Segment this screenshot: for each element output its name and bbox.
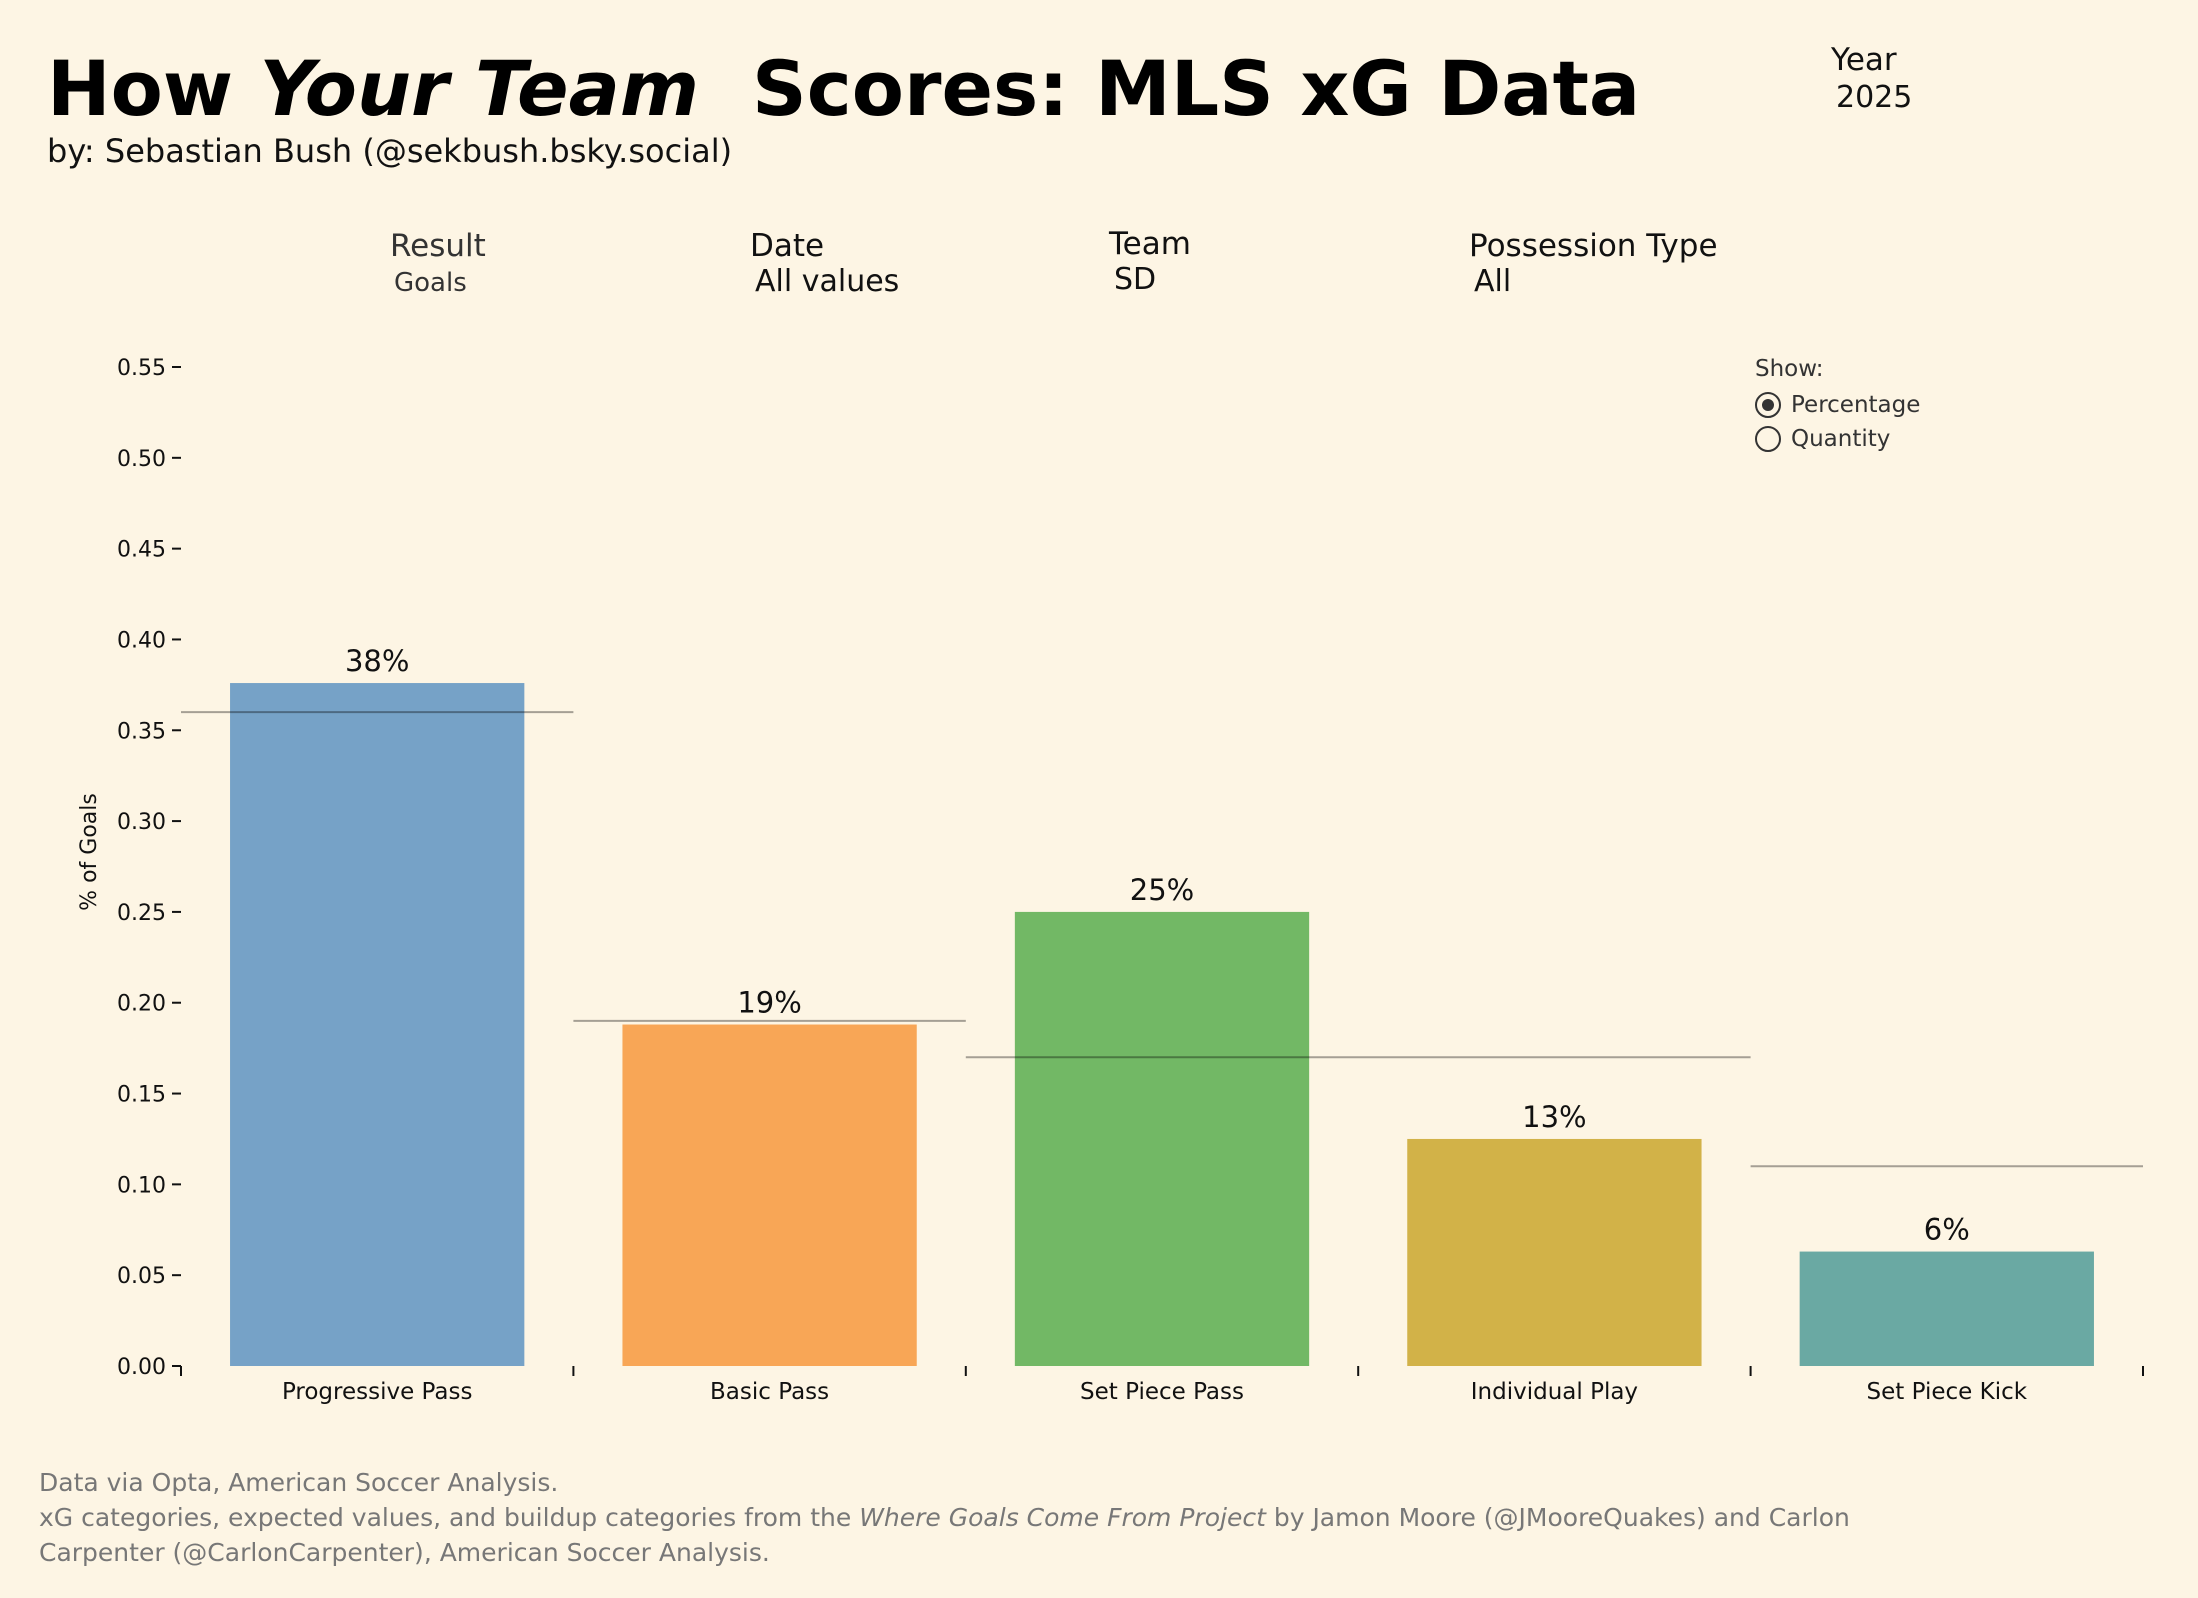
footer-credits: Data via Opta, American Soccer Analysis.… [39, 1465, 2139, 1570]
title-part-2: Scores: MLS xG Data [751, 44, 1641, 133]
y-tick-label: 0.20 [117, 992, 166, 1017]
y-tick-label: 0.50 [117, 447, 166, 472]
show-toggle: Show: Percentage Quantity [1755, 356, 1920, 456]
bar-value-label: 6% [1924, 1213, 1970, 1247]
x-category-label: Set Piece Kick [1867, 1379, 2028, 1405]
radio-unselected-icon[interactable] [1755, 426, 1781, 452]
y-tick-label: 0.15 [117, 1083, 166, 1108]
x-category-label: Individual Play [1471, 1379, 1638, 1405]
possession-filter-label: Possession Type [1469, 228, 1718, 264]
y-axis: 0.00 0.05 0.10 0.15 0.20 0.25 0.30 0.35 0.40 0.45… [117, 356, 181, 1380]
show-label: Show: [1755, 356, 1824, 382]
date-filter-label: Date [750, 228, 825, 264]
page-title: How Your Team Scores: MLS xG Data [47, 44, 1640, 133]
bar[interactable] [1799, 1251, 2094, 1366]
y-axis-label: % of Goals [77, 793, 102, 911]
footer-line-2-prefix: xG categories, expected values, and buil… [39, 1503, 852, 1532]
year-filter-value[interactable]: 2025 [1836, 80, 1913, 115]
title-italic: Your Team [259, 44, 700, 133]
bar-value-label: 25% [1130, 873, 1194, 907]
footer-project-name: Where Goals Come From Project [859, 1503, 1266, 1532]
date-filter-value[interactable]: All values [755, 264, 900, 299]
show-option-quantity[interactable]: Quantity [1755, 422, 1920, 456]
x-category-label: Progressive Pass [282, 1379, 473, 1405]
x-axis [180, 1366, 2144, 1376]
show-option-percentage[interactable]: Percentage [1755, 388, 1920, 422]
result-filter-value[interactable]: Goals [394, 268, 467, 298]
x-category-label: Basic Pass [710, 1379, 829, 1405]
bar[interactable] [622, 1024, 917, 1366]
bar[interactable] [1407, 1138, 1702, 1366]
result-filter-label: Result [390, 228, 486, 264]
bar-value-label: 19% [737, 986, 801, 1020]
y-tick-label: 0.55 [117, 356, 166, 381]
team-filter-label: Team [1109, 226, 1191, 262]
expected-lines [181, 711, 2143, 1168]
radio-selected-icon[interactable] [1755, 392, 1781, 418]
footer-line-3: Carpenter (@CarlonCarpenter), American S… [39, 1538, 770, 1567]
x-category-label: Set Piece Pass [1080, 1379, 1244, 1405]
byline: by: Sebastian Bush (@sekbush.bsky.social… [47, 132, 733, 170]
show-option-percentage-label: Percentage [1791, 392, 1921, 418]
y-tick-label: 0.35 [117, 719, 166, 744]
bar-value-label: 38% [345, 644, 409, 678]
title-part-1: How [47, 44, 234, 133]
bars: 38% Progressive Pass 19% Basic Pass 25% Set P… [230, 644, 2094, 1405]
y-tick-label: 0.30 [117, 810, 166, 835]
y-tick-label: 0.05 [117, 1264, 166, 1289]
footer-line-2: xG categories, expected values, and buil… [39, 1500, 2139, 1535]
y-tick-label: 0.40 [117, 628, 166, 653]
y-tick-label: 0.25 [117, 901, 166, 926]
possession-filter-value[interactable]: All [1474, 264, 1512, 299]
bar[interactable] [1014, 911, 1310, 1366]
team-filter-value[interactable]: SD [1114, 262, 1157, 297]
bar-value-label: 13% [1522, 1100, 1586, 1134]
y-tick-label: 0.45 [117, 538, 166, 563]
show-option-quantity-label: Quantity [1791, 426, 1891, 452]
y-tick-label: 0.00 [117, 1355, 166, 1380]
y-tick-label: 0.10 [117, 1173, 166, 1198]
footer-line-1: Data via Opta, American Soccer Analysis. [39, 1468, 559, 1497]
footer-line-2-suffix: by Jamon Moore (@JMooreQuakes) and Carlo… [1273, 1503, 1850, 1532]
bar[interactable] [230, 683, 525, 1366]
year-filter-label: Year [1831, 42, 1897, 78]
